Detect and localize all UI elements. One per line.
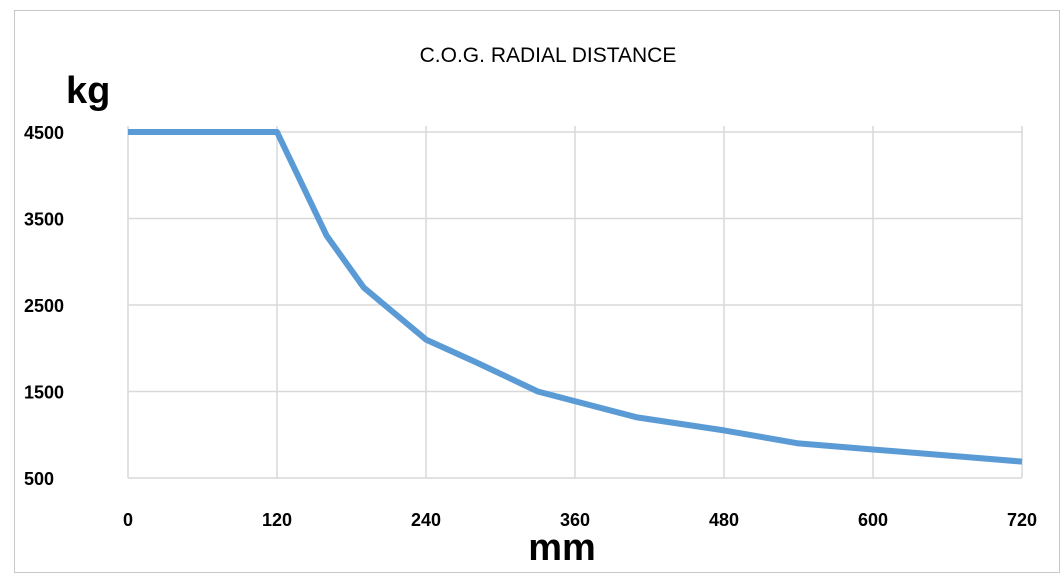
line-layer [128,129,1023,465]
x-tick-label: 720 [1007,510,1037,530]
x-tick-label: 0 [123,510,133,530]
y-axis-label: kg [66,70,110,112]
x-tick-label: 240 [411,510,441,530]
chart-frame [14,10,1060,573]
chart-title: C.O.G. RADIAL DISTANCE [420,44,677,67]
x-axis-label: mm [528,527,596,569]
y-tick-label: 4500 [24,123,64,143]
x-tick-label: 600 [858,510,888,530]
x-tick-label: 480 [709,510,739,530]
y-tick-label: 2500 [24,296,64,316]
y-tick-label: 500 [24,469,54,489]
label-layer: 500 1500 2500 3500 4500 0 120 240 360 480 600 720 [24,123,1037,530]
grid-layer [127,126,1023,479]
x-tick-label: 360 [560,510,590,530]
x-tick-label: 120 [262,510,292,530]
y-tick-label: 1500 [24,383,64,403]
y-tick-label: 3500 [24,210,64,230]
series-line-0 [128,129,1023,465]
